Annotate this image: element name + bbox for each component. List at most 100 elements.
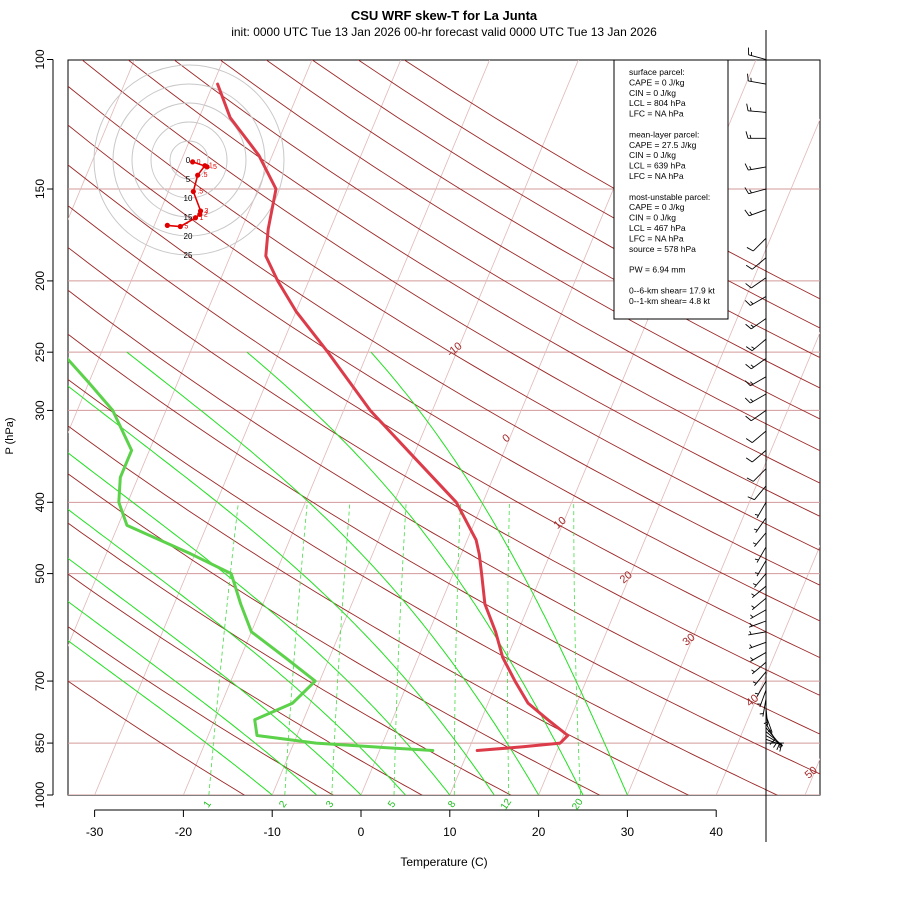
y-axis-label: P (hPa) bbox=[4, 417, 16, 454]
wind-barb-flag bbox=[746, 458, 752, 462]
mixing-ratio-label-3: 3 bbox=[324, 799, 336, 810]
hodograph-ring-label: 20 bbox=[184, 232, 193, 241]
wind-barb bbox=[749, 621, 766, 627]
isotherm-label: -10 bbox=[445, 340, 465, 359]
wind-barb-half-flag bbox=[750, 644, 752, 647]
wind-barb bbox=[748, 631, 766, 635]
x-tick-label-20: 20 bbox=[532, 825, 546, 839]
y-tick-label-200: 200 bbox=[33, 271, 47, 291]
legend-line: LCL = 467 hPa bbox=[629, 223, 686, 233]
chart-subtitle: init: 0000 UTC Tue 13 Jan 2026 00-hr for… bbox=[231, 25, 657, 39]
wind-barb bbox=[745, 377, 766, 386]
wind-barb bbox=[754, 518, 766, 533]
legend-line: most-unstable parcel: bbox=[629, 192, 710, 202]
legend-line: CAPE = 0 J/kg bbox=[629, 202, 685, 212]
hodograph-point-label: .5 bbox=[197, 189, 203, 196]
wind-barb bbox=[766, 732, 780, 750]
wind-barb-staff bbox=[751, 410, 766, 420]
hodograph-ring-label: 0 bbox=[186, 156, 191, 165]
hodograph-point-label: 2 bbox=[204, 211, 208, 218]
mixing-ratio-line bbox=[332, 502, 350, 795]
wind-barb-flag bbox=[746, 347, 752, 351]
wind-barb-half-flag bbox=[750, 399, 753, 402]
hodograph-point bbox=[202, 163, 207, 168]
x-axis-label: Temperature (C) bbox=[400, 855, 487, 869]
dry-adiabat bbox=[266, 60, 900, 811]
hodograph-point bbox=[178, 224, 183, 229]
wind-barb-half-flag bbox=[750, 166, 752, 169]
dry-adiabat bbox=[128, 60, 900, 811]
wind-barb-half-flag bbox=[751, 365, 754, 367]
wind-barb bbox=[753, 574, 766, 588]
legend-line: CIN = 0 J/kg bbox=[629, 213, 676, 223]
x-tick-label--30: -30 bbox=[86, 825, 104, 839]
wind-barb bbox=[753, 533, 766, 547]
wind-barb-flag bbox=[746, 364, 752, 369]
legend-line: 0--1-km shear= 4.8 kt bbox=[629, 296, 711, 306]
wind-barb-half-flag bbox=[755, 559, 759, 560]
wind-barb bbox=[747, 238, 766, 251]
isotherm-lines bbox=[0, 60, 900, 796]
wind-barb-flag bbox=[745, 187, 749, 193]
wind-barb-staff bbox=[752, 450, 766, 462]
isotherm-label: 0 bbox=[500, 432, 512, 445]
mixing-ratio-line bbox=[285, 502, 308, 795]
wind-barb bbox=[745, 210, 766, 216]
wind-barb-half-flag bbox=[751, 325, 754, 327]
wind-barbs bbox=[745, 30, 784, 842]
y-tick-label-100: 100 bbox=[33, 49, 47, 69]
x-tick-label-30: 30 bbox=[621, 825, 635, 839]
legend-line: LFC = NA hPa bbox=[629, 233, 684, 243]
wind-barb-flag bbox=[747, 247, 753, 251]
wind-barb bbox=[748, 74, 766, 84]
hodograph-ring-label: 25 bbox=[184, 251, 193, 260]
legend-line: LCL = 804 hPa bbox=[629, 98, 686, 108]
mixing-ratio-label-2: 2 bbox=[277, 799, 289, 810]
wind-barb-half-flag bbox=[750, 615, 753, 618]
mixing-ratio-label-1: 1 bbox=[202, 799, 214, 810]
hodograph-point bbox=[165, 223, 170, 228]
hodograph-point bbox=[195, 173, 200, 178]
wind-barb-flag bbox=[745, 398, 750, 403]
wind-barb bbox=[745, 187, 766, 193]
wind-barb-half-flag bbox=[753, 682, 756, 683]
legend-line: surface parcel: bbox=[629, 67, 685, 77]
x-tick-label--10: -10 bbox=[264, 825, 282, 839]
legend-line: 0--6-km shear= 17.9 kt bbox=[629, 285, 715, 295]
wind-barb-flag bbox=[746, 131, 748, 138]
temperature-line bbox=[218, 84, 568, 750]
wind-barb bbox=[751, 598, 766, 610]
mixing-ratio-label-5: 5 bbox=[386, 799, 398, 810]
wind-barb-staff bbox=[753, 238, 766, 251]
wind-barb-half-flag bbox=[750, 135, 751, 139]
wind-barb-flag bbox=[745, 164, 748, 171]
mixing-ratio-label-8: 8 bbox=[446, 799, 458, 810]
wind-barb-half-flag bbox=[751, 606, 754, 608]
isotherm-label: 30 bbox=[681, 631, 698, 648]
y-tick-label-700: 700 bbox=[33, 671, 47, 691]
hodograph-point-label: .5 bbox=[202, 172, 208, 179]
wind-barb bbox=[747, 469, 766, 482]
legend-line: CAPE = 27.5 J/kg bbox=[629, 140, 697, 150]
legend-line: LFC = NA hPa bbox=[629, 171, 684, 181]
wind-barb-flag bbox=[747, 104, 748, 111]
wind-barb-half-flag bbox=[751, 670, 754, 672]
y-tick-label-1000: 1000 bbox=[33, 781, 47, 808]
dry-adiabat bbox=[0, 60, 720, 811]
y-tick-label-250: 250 bbox=[33, 342, 47, 362]
hodograph-point-label: 1 bbox=[199, 215, 203, 222]
dry-adiabat bbox=[174, 60, 900, 811]
legend-line: CIN = 0 J/kg bbox=[629, 88, 676, 98]
legend-line: source = 578 hPa bbox=[629, 244, 696, 254]
y-tick-label-150: 150 bbox=[33, 179, 47, 199]
chart-title: CSU WRF skew-T for La Junta bbox=[351, 8, 538, 23]
wind-barb-half-flag bbox=[750, 212, 752, 215]
hodograph-point bbox=[193, 215, 198, 220]
wind-barb-half-flag bbox=[750, 190, 752, 193]
wind-barb bbox=[749, 642, 766, 648]
hodograph-point-label: 1 bbox=[209, 163, 213, 170]
isotherm-line bbox=[716, 60, 900, 796]
